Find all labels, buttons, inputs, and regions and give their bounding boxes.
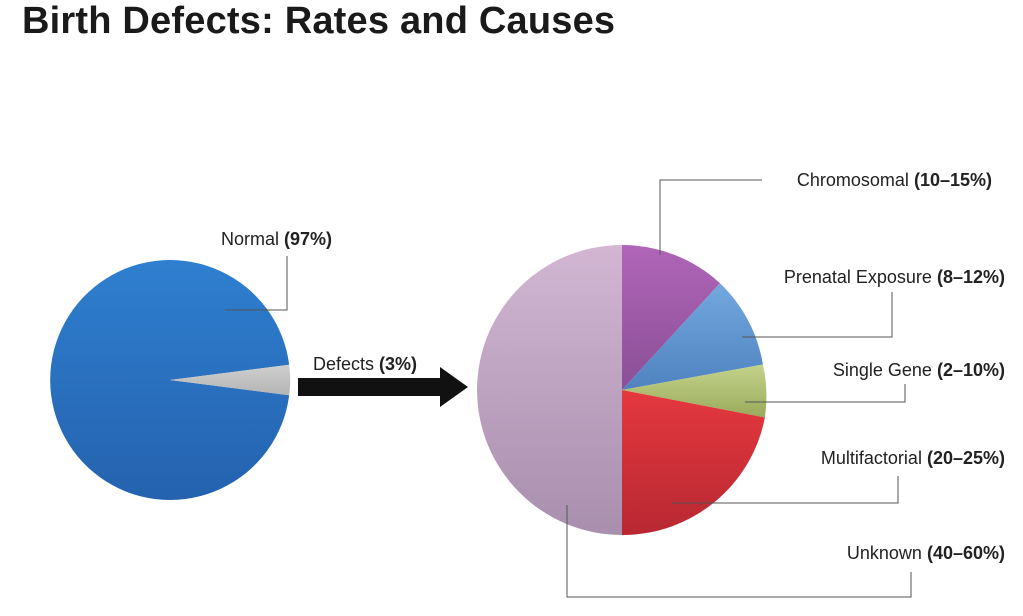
pie-causes [477, 245, 767, 536]
chart-title: Birth Defects: Rates and Causes [22, 0, 616, 42]
label-unknown: Unknown (40–60%) [847, 543, 1005, 563]
leader-multifactorial [672, 476, 899, 504]
label-single-gene: Single Gene (2–10%) [833, 360, 1005, 380]
slice-unknown [477, 245, 622, 535]
leader-single-gene [745, 384, 906, 403]
label-normal: Normal (97%) [221, 229, 332, 249]
pie-overall [50, 260, 291, 501]
label-defects: Defects (3%) [313, 354, 417, 374]
leader-prenatal [742, 292, 893, 338]
leader-chromosomal [659, 179, 762, 255]
slice-defects [170, 364, 291, 396]
label-prenatal-exposure: Prenatal Exposure (8–12%) [784, 267, 1005, 287]
arrow-icon [298, 367, 468, 407]
leader-lines [225, 179, 912, 598]
label-chromosomal: Chromosomal (10–15%) [797, 170, 992, 190]
slice-single-gene [622, 364, 767, 418]
slice-chromosomal [622, 245, 720, 390]
label-multifactorial: Multifactorial (20–25%) [821, 448, 1005, 468]
slice-prenatal-exposure [622, 283, 763, 390]
slice-normal [50, 260, 290, 501]
leader-normal [225, 256, 288, 311]
slice-multifactorial [622, 390, 765, 536]
leader-unknown [566, 505, 912, 598]
